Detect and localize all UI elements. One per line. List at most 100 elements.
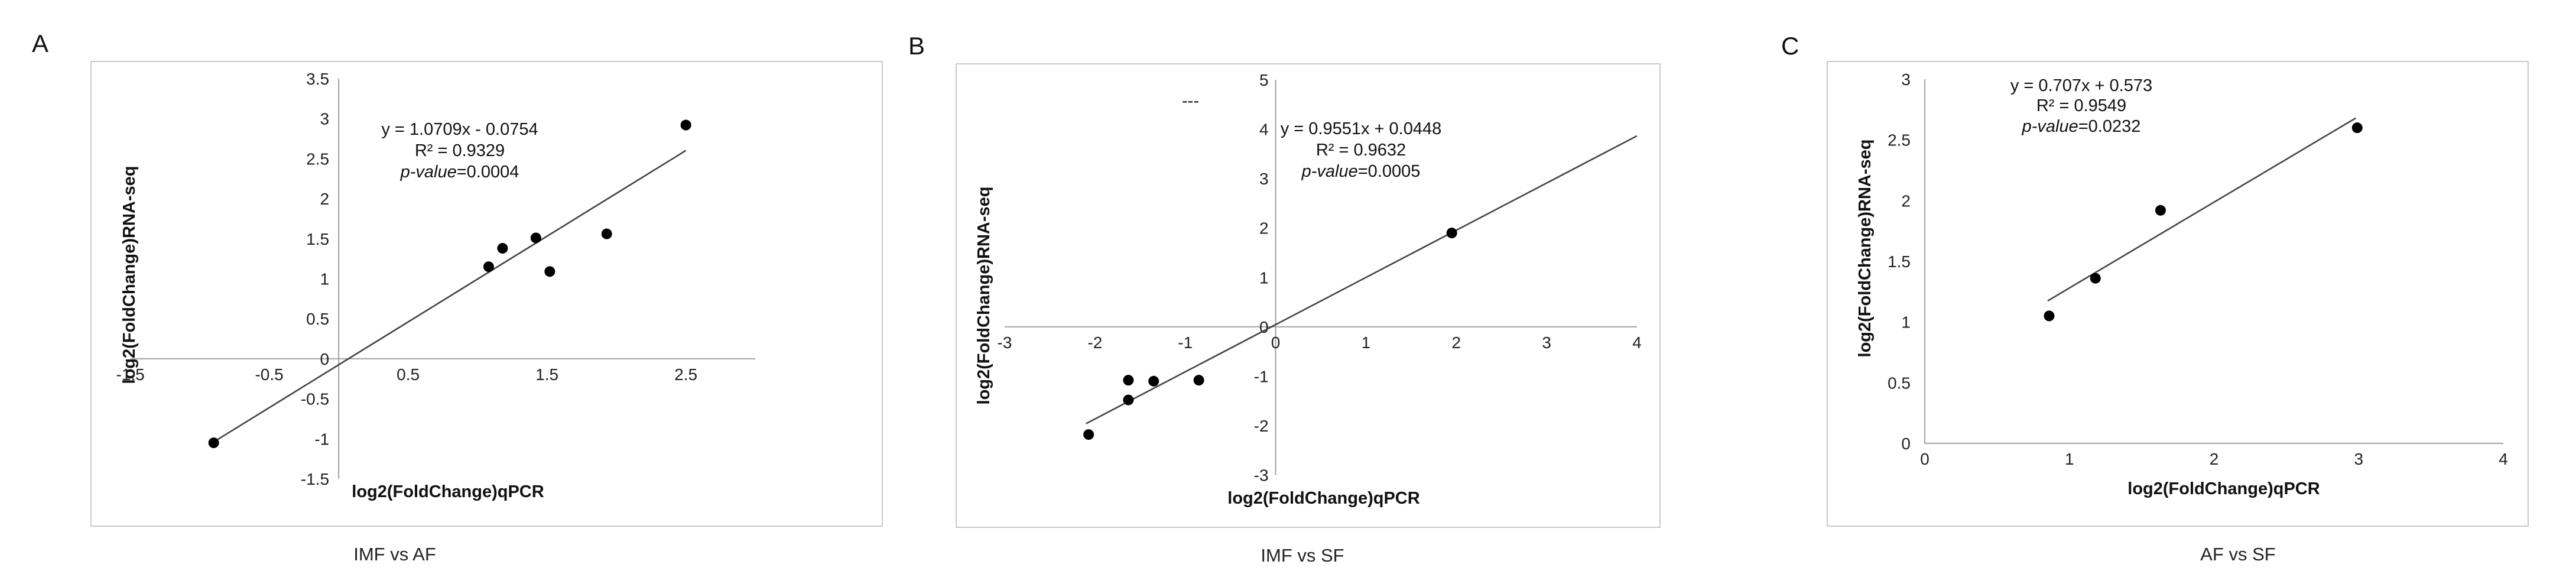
y-tick-label-a: -1.5 (301, 470, 329, 488)
y-tick-label-b: -2 (1254, 417, 1269, 435)
y-tick-label-b: 2 (1259, 219, 1269, 238)
p-value-label-c: p-value (2022, 117, 2078, 136)
p-value-a: p-value=0.0004 (400, 163, 519, 181)
y-tick-label-b: 5 (1259, 71, 1269, 89)
y-tick-label-b: 3 (1259, 170, 1269, 188)
data-point-a (497, 243, 508, 254)
y-tick-label-a: 0 (320, 350, 330, 368)
panel-letter-a: A (32, 30, 48, 57)
p-value-c: p-value=0.0232 (2022, 117, 2141, 136)
y-axis-title-b: log2(FoldChange)RNA-seq (974, 187, 993, 405)
panel-frame-b (956, 63, 1661, 528)
x-tick-label-b: -3 (998, 333, 1012, 352)
data-point-b (1148, 375, 1159, 387)
data-point-c (2090, 273, 2101, 284)
y-tick-label-b: -3 (1254, 466, 1269, 485)
x-tick-label-b: 0 (1271, 333, 1281, 352)
data-point-b (1193, 375, 1204, 386)
y-tick-label-a: 3 (320, 110, 330, 128)
y-tick-label-c: 0.5 (1888, 374, 1911, 392)
data-point-a (680, 119, 691, 131)
data-point-a (483, 261, 494, 273)
y-tick-label-c: 2 (1901, 192, 1911, 210)
stray-dash-mark: --- (1182, 92, 1199, 111)
y-tick-label-a: 1.5 (306, 230, 329, 248)
p-value-label-b: p-value (1301, 162, 1358, 181)
x-tick-label-b: 3 (1542, 333, 1551, 352)
data-point-c (2155, 205, 2166, 216)
y-tick-label-a: 2.5 (306, 150, 329, 168)
y-tick-label-c: 3 (1901, 70, 1911, 89)
x-tick-label-b: 1 (1362, 333, 1371, 352)
data-point-b (1083, 429, 1094, 440)
y-tick-label-b: -1 (1254, 367, 1269, 385)
data-point-c (2351, 122, 2363, 134)
trendline-b (1085, 135, 1638, 424)
y-axis-title-c: log2(FoldChange)RNA-seq (1856, 140, 1875, 358)
x-tick-label-c: 4 (2499, 450, 2508, 468)
panel-letter-c: C (1781, 32, 1799, 60)
y-tick-label-a: 1 (320, 270, 330, 288)
p-value-number-c: =0.0232 (2078, 117, 2141, 136)
x-tick-label-c: 0 (1920, 450, 1929, 468)
p-value-label-a: p-value (400, 163, 457, 181)
chart-a-scatter: -1.5 -0.5 0.5 1.5 2.5 -1.5 -1 -0.5 0 0.5 1 1.5 2 2.5 3… (116, 70, 756, 488)
r-squared-a: R² = 0.9329 (415, 141, 505, 160)
y-tick-label-c: 1 (1901, 313, 1911, 332)
y-tick-label-b: 4 (1259, 121, 1269, 139)
y-tick-label-a: 2 (320, 190, 330, 208)
y-axis-title-a: log2(FoldChange)RNA-seq (120, 166, 139, 384)
data-point-c (2044, 310, 2055, 322)
x-tick-label-a: -0.5 (255, 365, 283, 384)
y-tick-label-a: -0.5 (301, 390, 329, 408)
x-tick-label-b: -2 (1087, 333, 1102, 352)
p-value-number-b: =0.0005 (1358, 162, 1421, 181)
y-tick-label-c: 2.5 (1888, 131, 1911, 150)
x-tick-label-a: 0.5 (397, 365, 420, 384)
caption-a: IMF vs AF (353, 544, 436, 565)
x-tick-label-b: -1 (1178, 333, 1193, 352)
x-tick-label-c: 1 (2065, 450, 2074, 468)
x-tick-label-c: 2 (2210, 450, 2219, 468)
y-tick-label-b: 0 (1259, 318, 1269, 336)
data-point-b (1123, 394, 1134, 406)
data-point-a (208, 437, 219, 449)
equation-a: y = 1.0709x - 0.0754 (381, 120, 538, 139)
data-point-b (1123, 375, 1134, 386)
x-tick-label-b: 4 (1632, 333, 1642, 352)
x-tick-label-a: 1.5 (535, 365, 558, 384)
equation-c: y = 0.707x + 0.573 (2010, 76, 2152, 95)
r-squared-c: R² = 0.9549 (2036, 96, 2126, 115)
data-point-b (1446, 228, 1457, 239)
x-axis-title-b: log2(FoldChange)qPCR (1227, 489, 1419, 508)
y-tick-label-b: 1 (1259, 268, 1269, 287)
equation-b: y = 0.9551x + 0.0448 (1281, 119, 1442, 138)
y-tick-label-a: 0.5 (306, 310, 329, 328)
panel-frame-a (90, 61, 883, 527)
x-tick-label-a: -1.5 (116, 365, 144, 384)
r-squared-b: R² = 0.9632 (1316, 141, 1406, 160)
data-point-a (530, 232, 541, 244)
x-tick-label-a: 2.5 (674, 365, 697, 384)
p-value-b: p-value=0.0005 (1301, 162, 1421, 181)
trendline-c (2047, 117, 2357, 302)
trendline-a (213, 150, 687, 443)
y-tick-label-a: -1 (314, 430, 329, 448)
y-tick-label-a: 3.5 (306, 70, 329, 88)
data-point-a (544, 266, 556, 277)
x-tick-label-b: 2 (1451, 333, 1461, 352)
y-tick-label-c: 0 (1901, 434, 1911, 453)
p-value-number-a: =0.0004 (457, 163, 519, 181)
x-axis-title-c: log2(FoldChange)qPCR (2127, 479, 2320, 498)
y-tick-label-c: 1.5 (1888, 252, 1911, 271)
caption-b: IMF vs SF (1261, 545, 1344, 566)
panel-letter-b: B (908, 32, 925, 60)
x-tick-label-c: 3 (2354, 450, 2363, 468)
x-axis-title-a: log2(FoldChange)qPCR (352, 482, 544, 501)
panel-frame-c (1827, 61, 2529, 527)
caption-c: AF vs SF (2200, 544, 2275, 565)
chart-c-scatter: 0 1 2 3 4 0 0.5 1 1.5 2 2.5 3 (1888, 70, 2508, 468)
data-point-a (601, 228, 612, 239)
